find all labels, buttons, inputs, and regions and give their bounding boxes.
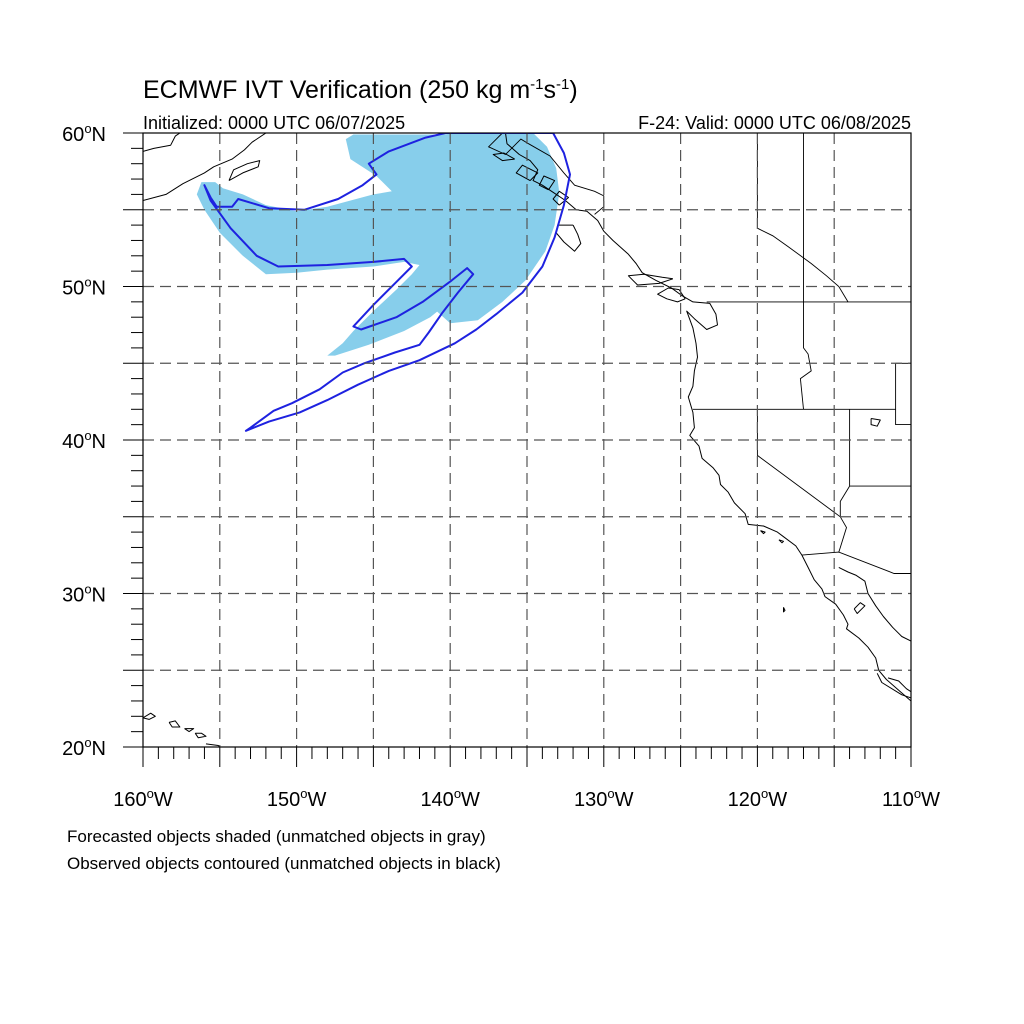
lon-tick-label: 120oW bbox=[728, 786, 788, 811]
coastline-layer bbox=[143, 133, 911, 747]
caption-forecast: Forecasted objects shaded (unmatched obj… bbox=[67, 827, 486, 846]
lon-tick-label: 140oW bbox=[420, 786, 480, 811]
lon-tick-label: 130oW bbox=[574, 786, 634, 811]
forecast-ivt-object bbox=[196, 133, 560, 356]
map-area bbox=[143, 133, 911, 747]
border-segment bbox=[801, 551, 911, 574]
border-segment bbox=[838, 485, 850, 553]
coastline-segment bbox=[627, 273, 674, 286]
coastline-segment bbox=[505, 133, 911, 702]
lat-tick-label: 50oN bbox=[62, 275, 106, 300]
lon-tick-label: 160oW bbox=[113, 786, 173, 811]
lat-tick-label: 30oN bbox=[62, 582, 106, 607]
forecast-objects-layer bbox=[196, 133, 560, 356]
coastline-segment bbox=[876, 673, 911, 699]
title-exp-1: -1 bbox=[530, 76, 543, 93]
title-end: ) bbox=[569, 76, 577, 104]
lon-tick-label: 150oW bbox=[267, 786, 327, 811]
coastline-segment bbox=[760, 530, 766, 535]
coastline-segment bbox=[538, 175, 556, 191]
map-title: ECMWF IVT Verification (250 kg m-1s-1) bbox=[143, 76, 578, 104]
observed-ivt-object bbox=[203, 133, 571, 432]
coastline-segment bbox=[515, 164, 539, 182]
border-segment bbox=[756, 133, 849, 303]
coastline-segment bbox=[205, 743, 221, 747]
coastline-segment bbox=[228, 160, 261, 182]
axis-ticks bbox=[123, 132, 912, 767]
coastline-segment bbox=[143, 712, 156, 720]
title-mid: s bbox=[544, 76, 557, 104]
coastline-segment bbox=[887, 677, 911, 693]
coastline-segment bbox=[778, 539, 784, 544]
coastline-segment bbox=[870, 418, 881, 427]
valid-label: F-24: Valid: 0000 UTC 06/08/2025 bbox=[638, 113, 911, 133]
border-segment bbox=[799, 301, 812, 410]
axis-labels: 20oN 30oN 40oN 50oN 60oN 160oW 150oW 140oW 130oW… bbox=[62, 121, 940, 811]
lon-tick-label: 110oW bbox=[882, 786, 940, 811]
observed-objects-layer bbox=[203, 133, 571, 432]
border-segment bbox=[895, 363, 911, 426]
title-exp-2: -1 bbox=[556, 76, 569, 93]
coastline-segment bbox=[184, 728, 195, 733]
gridlines-layer bbox=[143, 133, 911, 747]
lat-tick-label: 40oN bbox=[62, 428, 106, 453]
coastline-segment bbox=[783, 607, 786, 613]
lat-tick-label: 60oN bbox=[62, 121, 106, 146]
caption-observed: Observed objects contoured (unmatched ob… bbox=[67, 854, 501, 873]
coastline-segment bbox=[853, 602, 866, 614]
coastline-segment bbox=[657, 287, 686, 303]
coastline-segment bbox=[143, 133, 267, 201]
political-borders-layer bbox=[487, 133, 911, 574]
initialized-label: Initialized: 0000 UTC 06/07/2025 bbox=[143, 113, 405, 133]
coastline-segment bbox=[194, 732, 207, 739]
title-main: ECMWF IVT Verification (250 kg m bbox=[143, 76, 530, 104]
coastline-segment bbox=[143, 133, 181, 152]
coastline-segment bbox=[168, 720, 181, 728]
coastline-segment bbox=[492, 152, 515, 162]
coastline-segment bbox=[838, 566, 911, 642]
border-segment bbox=[487, 133, 605, 215]
lat-tick-label: 20oN bbox=[62, 735, 106, 760]
